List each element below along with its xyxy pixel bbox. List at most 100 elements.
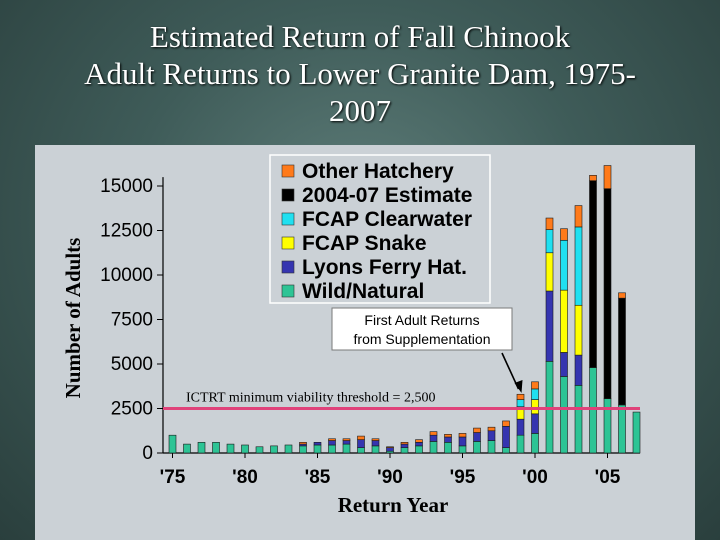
bar-segment bbox=[357, 435, 365, 440]
callout-arrowhead bbox=[514, 380, 523, 393]
bar-segment bbox=[545, 290, 554, 362]
y-tick-label: 7500 bbox=[111, 310, 153, 331]
y-tick-label: 10000 bbox=[100, 265, 153, 286]
y-tick-label: 0 bbox=[142, 443, 153, 464]
bar-segment bbox=[328, 444, 336, 454]
bar-segment bbox=[574, 354, 583, 386]
x-tick-label: '80 bbox=[232, 467, 258, 488]
x-tick-label: '95 bbox=[450, 467, 476, 488]
bar-segment bbox=[386, 447, 394, 452]
legend-label: Other Hatchery bbox=[302, 160, 454, 183]
bar-segment bbox=[574, 385, 583, 454]
bar-segment bbox=[429, 431, 438, 436]
y-tick-label: 12500 bbox=[100, 221, 153, 242]
legend-swatch bbox=[281, 212, 295, 226]
callout-box bbox=[331, 307, 513, 351]
bar-segment bbox=[589, 175, 597, 181]
bar-segment bbox=[531, 433, 539, 454]
bar-segment bbox=[270, 445, 278, 454]
legend-label: FCAP Clearwater bbox=[302, 208, 472, 231]
threshold-label: ICTRT minimum viability threshold = 2,50… bbox=[186, 391, 435, 406]
bar-segment bbox=[429, 434, 438, 442]
bar-segment bbox=[342, 440, 351, 445]
bar-segment bbox=[313, 444, 322, 454]
bar-segment bbox=[618, 297, 626, 406]
bar-segment bbox=[400, 447, 409, 454]
bar-segment bbox=[589, 367, 597, 454]
bar-segment bbox=[386, 446, 394, 448]
bar-segment bbox=[560, 376, 568, 454]
bar-segment bbox=[603, 188, 612, 400]
bar-segment bbox=[415, 445, 423, 454]
slide-title-line-3: 2007 bbox=[329, 93, 391, 128]
legend-label: Wild/Natural bbox=[302, 280, 424, 303]
bar-segment bbox=[545, 217, 554, 230]
bar-segment bbox=[487, 440, 496, 454]
callout-text-line: from Supplementation bbox=[354, 331, 491, 347]
slide-title-line-1: Estimated Return of Fall Chinook bbox=[149, 19, 571, 54]
bar-segment bbox=[313, 442, 322, 446]
y-tick-label: 2500 bbox=[111, 399, 153, 420]
bar-segment bbox=[284, 444, 293, 454]
x-tick-label: '85 bbox=[305, 467, 331, 488]
bar-segment bbox=[226, 443, 235, 454]
bar-segment bbox=[516, 399, 525, 408]
bar-segment bbox=[357, 439, 365, 448]
bar-segment bbox=[545, 252, 554, 292]
bar-segment bbox=[241, 444, 249, 454]
bar-segment bbox=[473, 432, 481, 442]
bar-segment bbox=[502, 425, 510, 448]
legend-label: Lyons Ferry Hat. bbox=[302, 256, 467, 279]
x-tick-label: '90 bbox=[377, 467, 403, 488]
bar-segment bbox=[299, 442, 307, 445]
bar-segment bbox=[487, 430, 496, 441]
legend-swatch bbox=[281, 284, 295, 298]
legend-swatch bbox=[281, 188, 295, 202]
y-tick-label: 5000 bbox=[111, 354, 153, 375]
bar-segment bbox=[255, 446, 264, 454]
bar-segment bbox=[342, 443, 351, 454]
bar-segment bbox=[603, 398, 612, 454]
fall-chinook-chart: 0 2500 5000 7500 10000 12500 15000 '75 '80 '85 '90… bbox=[61, 154, 641, 517]
bar-segment bbox=[458, 433, 467, 438]
bar-segment bbox=[574, 226, 583, 306]
bar-segment bbox=[560, 352, 568, 377]
x-tick-label: '75 bbox=[160, 467, 186, 488]
bar-segment bbox=[168, 434, 177, 454]
bar-segment bbox=[560, 228, 568, 241]
legend-box bbox=[269, 154, 491, 304]
bar-segment bbox=[328, 440, 336, 446]
bar-segment bbox=[545, 229, 554, 254]
bar-segment bbox=[415, 439, 423, 443]
bar-segment bbox=[299, 445, 307, 454]
bar-segment bbox=[502, 420, 510, 427]
bar-segment bbox=[531, 388, 539, 400]
bar-segment bbox=[531, 381, 539, 390]
bar-segment bbox=[458, 445, 467, 454]
bar-segment bbox=[444, 434, 452, 438]
x-tick-label: '00 bbox=[522, 467, 548, 488]
y-tick-label: 15000 bbox=[100, 176, 153, 197]
legend-swatch bbox=[281, 260, 295, 274]
bar-segment bbox=[618, 292, 626, 299]
bar-segment bbox=[400, 443, 409, 448]
bar-segment bbox=[197, 442, 206, 454]
bar-segment bbox=[357, 447, 365, 454]
slide-title: Estimated Return of Fall Chinook Adult R… bbox=[0, 18, 720, 129]
bar-segment bbox=[183, 443, 191, 454]
bar-segment bbox=[618, 404, 626, 454]
bar-segment bbox=[444, 442, 452, 454]
slide-title-line-2: Adult Returns to Lower Granite Dam, 1975… bbox=[84, 56, 636, 91]
bar-segment bbox=[502, 447, 510, 454]
bar-segment bbox=[603, 165, 612, 189]
bar-segment bbox=[371, 438, 380, 441]
bar-segment bbox=[487, 426, 496, 432]
callout-text-line: First Adult Returns bbox=[364, 312, 479, 328]
bar-segment bbox=[516, 393, 525, 400]
bar-segment bbox=[371, 440, 380, 447]
bar-segment bbox=[516, 418, 525, 436]
legend-swatch bbox=[281, 164, 295, 178]
bar-segment bbox=[342, 438, 351, 441]
bar-segment bbox=[531, 413, 539, 434]
bar-segment bbox=[371, 445, 380, 454]
